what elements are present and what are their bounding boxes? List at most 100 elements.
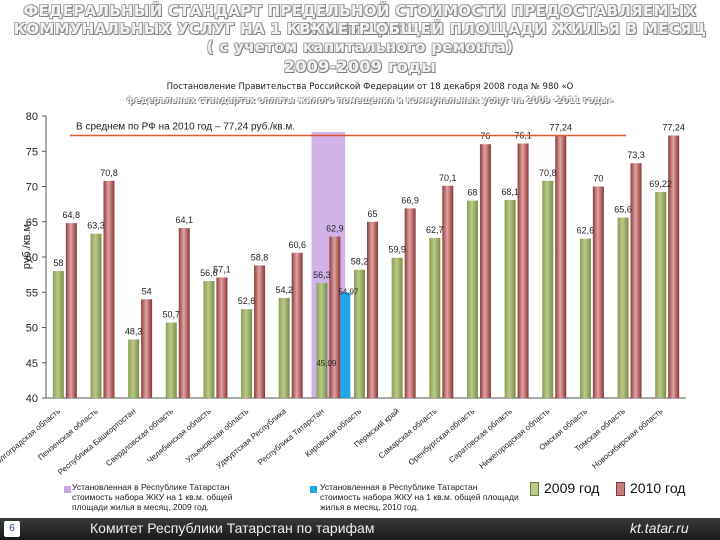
data-label-2010: 64,8 (63, 210, 81, 220)
category-label: Волгоградская область (0, 407, 62, 469)
data-label-2009: 62,7 (426, 225, 444, 235)
y-tick-label: 50 (26, 323, 38, 335)
data-label-2010: 54 (142, 286, 152, 296)
bar-2010 (254, 265, 266, 398)
bar-2010 (668, 135, 680, 398)
y-tick-label: 60 (26, 252, 38, 264)
subtitle-decree-title: федеральных стандартах оплаты жилого пом… (126, 96, 614, 106)
bar-2010 (442, 185, 454, 398)
bar-2009 (617, 217, 629, 398)
category-label: Республика Башкортостан (56, 407, 137, 477)
bar-2010 (592, 186, 604, 398)
y-tick-label: 55 (26, 287, 38, 299)
data-label-2010: 70 (593, 174, 603, 184)
bar-2009 (165, 322, 177, 398)
bar-2009 (278, 297, 290, 398)
legend-marker-2009 (64, 486, 71, 493)
legend-text-2009: Установленная в Республике Татарстан сто… (72, 482, 233, 512)
bar-2009 (542, 180, 554, 398)
y-tick-label: 75 (26, 146, 38, 158)
bar-2009 (504, 199, 516, 398)
data-label-2009: 48,3 (125, 326, 143, 336)
data-label-2010: 65 (367, 209, 377, 219)
bar-2009 (579, 238, 591, 398)
data-label-2009: 62,6 (577, 226, 595, 236)
category-label: Республика Татарстан (256, 407, 326, 467)
legend-text-2010: Установленная в Республике Татарстан сто… (320, 482, 519, 512)
data-label-tatarstan-rt-2010: 54,97 (338, 287, 359, 296)
bar-tatarstan-rt-2010 (340, 292, 351, 398)
data-label-2010: 77,24 (549, 122, 572, 132)
bar-2009 (466, 200, 478, 398)
data-label-2009: 52,6 (238, 296, 256, 306)
bar-2009 (90, 233, 102, 398)
title-line-2: КОММУНАЛЬНЫХ УСЛУГ НА 1 КВ. МЕТР ОБЩЕЙ П… (13, 20, 707, 38)
bar-2009 (354, 269, 365, 398)
category-label: Оренбургская область (407, 407, 477, 467)
data-label-2010: 62,9 (326, 224, 344, 234)
bar-2009 (429, 237, 441, 398)
bar-2010 (141, 299, 153, 398)
legend-marker-2010 (310, 486, 317, 493)
bar-2009 (203, 280, 215, 398)
data-label-2009: 68 (467, 188, 477, 198)
data-label-2010: 77,24 (662, 122, 685, 132)
data-label-2009: 56,3 (313, 270, 331, 280)
data-label-2010: 70,8 (100, 168, 118, 178)
bar-2010 (178, 228, 190, 398)
bar-2009 (52, 271, 64, 398)
data-label-2009: 58,2 (351, 257, 369, 267)
legend-year-2010: 2010 год (630, 480, 686, 496)
data-label-2010: 70,1 (439, 173, 457, 183)
data-label-2009: 63,3 (87, 221, 105, 231)
y-tick-label: 70 (26, 182, 38, 194)
legend-year-2009: 2009 год (544, 480, 600, 496)
bar-2009 (241, 309, 253, 398)
title-line-1: ФЕДЕРАЛЬНЫЙ СТАНДАРТ ПРЕДЕЛЬНОЙ СТОИМОСТ… (23, 2, 697, 38)
bar-2010 (216, 277, 228, 398)
y-tick-label: 65 (26, 217, 38, 229)
data-label-2009: 50,7 (162, 310, 180, 320)
category-label: Нижегородская область (478, 407, 552, 471)
data-label-2010: 57,1 (213, 264, 231, 274)
bar-2010 (555, 135, 567, 398)
data-label-2009: 59,9 (388, 245, 406, 255)
data-label-2010: 60,6 (288, 240, 306, 250)
data-label-2010: 58,8 (251, 252, 269, 262)
average-label: В среднем по РФ на 2010 год – 77,24 руб.… (76, 120, 295, 132)
bar-2010 (517, 143, 529, 398)
data-label-2010: 66,9 (401, 195, 419, 205)
data-label-2009: 69,22 (649, 179, 672, 189)
y-tick-label: 40 (26, 393, 38, 405)
y-tick-label: 80 (26, 111, 38, 123)
data-label-2009: 70,8 (539, 168, 557, 178)
bar-2010 (367, 221, 378, 398)
category-label: Ульяновская область (184, 407, 250, 465)
bar-2009 (655, 191, 667, 398)
bar-2010 (291, 252, 303, 398)
footer-organization: Комитет Республики Татарстан по тарифам (90, 520, 375, 536)
bar-2009 (391, 257, 403, 398)
legend-swatch-2010 (616, 482, 625, 496)
legend-swatch-2009 (530, 482, 539, 496)
bar-2010 (65, 223, 77, 398)
y-tick-label: 45 (26, 358, 38, 370)
bar-2009 (316, 283, 328, 398)
footer-bar (0, 518, 720, 540)
subtitle-decree: Постановление Правительства Российской Ф… (166, 82, 574, 92)
category-label: Удмуртская Республика (214, 406, 288, 470)
category-label: Саратовская область (447, 407, 514, 465)
data-label-2009: 58 (53, 258, 63, 268)
category-label: Челябинская область (145, 407, 212, 466)
title-line-4: 2009-2009 годы (283, 57, 437, 76)
title-line-3: ( с учетом капитального ремонта) (206, 38, 514, 56)
data-label-2009: 65,6 (614, 205, 632, 215)
data-label-tatarstan-rt-2009: 45,09 (316, 359, 337, 368)
data-label-2010: 64,1 (175, 215, 193, 225)
bar-2010 (630, 163, 642, 398)
bar-2009 (128, 339, 140, 398)
bar-2010 (479, 144, 491, 398)
bar-2010 (103, 180, 115, 398)
bar-2010 (329, 236, 341, 398)
